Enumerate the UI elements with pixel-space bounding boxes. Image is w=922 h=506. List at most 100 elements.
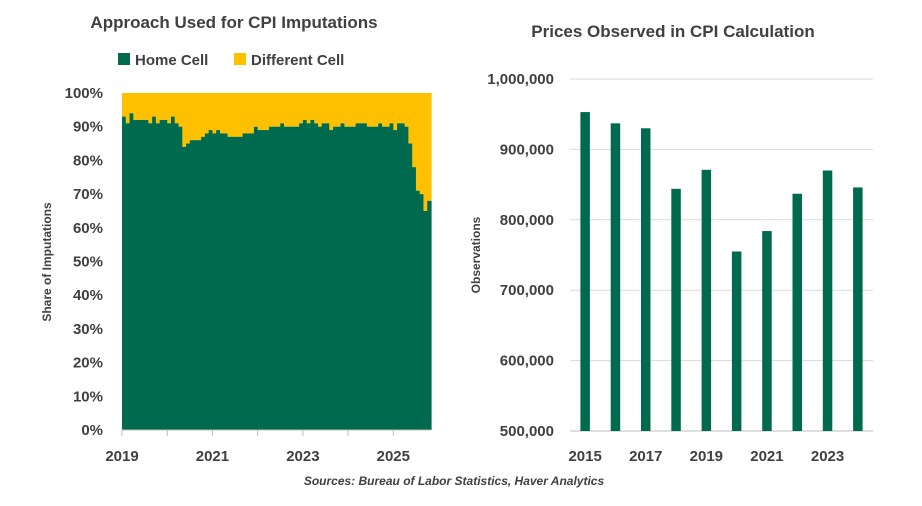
home-cell-segment <box>340 123 345 430</box>
home-cell-segment <box>265 130 270 430</box>
different-cell-segment <box>178 93 183 127</box>
home-cell-segment <box>276 126 281 430</box>
home-cell-segment <box>363 123 368 430</box>
home-cell-segment <box>408 143 413 431</box>
right-y-ticks: 500,000 600,000 700,000 800,000 900,000 1,000… <box>487 71 554 440</box>
left-chart: Approach Used for CPI Imputations Home C… <box>40 13 432 465</box>
left-y-tick-label: 40% <box>73 287 103 304</box>
different-cell-segment <box>276 93 281 127</box>
right-x-tick-label: 2017 <box>629 448 662 465</box>
home-cell-segment <box>201 136 206 430</box>
left-y-tick-label: 10% <box>73 388 103 405</box>
different-cell-segment <box>167 93 172 124</box>
different-cell-segment <box>155 93 161 124</box>
home-cell-segment <box>427 200 432 430</box>
different-cell-segment <box>238 93 244 137</box>
different-cell-segment <box>325 93 330 124</box>
right-x-ticks: 2015 2017 2019 2021 2023 <box>568 448 844 465</box>
right-y-tick-label: 1,000,000 <box>487 71 554 88</box>
different-cell-segment <box>419 93 425 195</box>
different-cell-segment <box>174 93 180 124</box>
home-cell-segment <box>317 126 323 430</box>
home-cell-segment <box>122 116 127 430</box>
left-x-tick-label: 2023 <box>286 448 319 465</box>
home-cell-segment <box>295 126 300 430</box>
right-y-tick-label: 800,000 <box>500 212 554 229</box>
different-cell-segment <box>370 93 376 127</box>
home-cell-segment <box>144 119 149 431</box>
left-y-tick-label: 70% <box>73 186 103 203</box>
home-cell-segment <box>389 123 394 430</box>
home-cell-segment <box>216 130 221 430</box>
different-cell-segment <box>299 93 304 124</box>
different-cell-segment <box>268 93 274 127</box>
home-cell-segment <box>284 126 289 430</box>
different-cell-segment <box>140 93 146 120</box>
different-cell-segment <box>366 93 372 127</box>
home-cell-segment <box>291 126 296 430</box>
different-cell-segment <box>204 93 210 134</box>
right-x-tick-label: 2015 <box>568 448 601 465</box>
different-cell-segment <box>227 93 232 137</box>
home-cell-segment <box>333 126 338 430</box>
home-cell-segment <box>212 133 217 430</box>
different-cell-segment <box>125 93 131 124</box>
left-y-tick-label: 90% <box>73 119 103 136</box>
home-cell-segment <box>227 136 232 430</box>
right-x-tick-label: 2021 <box>750 448 783 465</box>
home-cell-segment <box>321 123 327 430</box>
different-cell-segment <box>302 93 308 120</box>
home-cell-segment <box>155 123 161 430</box>
home-cell-segment <box>385 126 391 430</box>
home-cell-segment <box>329 130 334 430</box>
legend-label-different: Different Cell <box>251 52 344 69</box>
different-cell-segment <box>408 93 413 144</box>
home-cell-segment <box>404 126 409 430</box>
different-cell-segment <box>182 93 187 147</box>
different-cell-segment <box>212 93 217 134</box>
left-y-tick-label: 50% <box>73 254 103 271</box>
different-cell-segment <box>159 93 165 120</box>
different-cell-segment <box>216 93 221 131</box>
home-cell-segment <box>163 119 168 431</box>
home-cell-segment <box>287 126 293 430</box>
home-cell-segment <box>159 119 165 431</box>
home-cell-segment <box>250 133 255 430</box>
different-cell-segment <box>223 93 229 134</box>
different-cell-segment <box>280 93 285 124</box>
different-cell-segment <box>284 93 289 127</box>
right-y-tick-label: 500,000 <box>500 423 554 440</box>
home-cell-segment <box>208 130 214 430</box>
different-cell-segment <box>306 93 312 124</box>
left-x-tick-label: 2021 <box>196 448 229 465</box>
left-y-ticks: 0% 10% 20% 30% 40% 50% 60% 70% 80% 90% 100% <box>65 85 103 439</box>
different-cell-segment <box>310 93 315 120</box>
home-cell-segment <box>268 126 274 430</box>
different-cell-segment <box>246 93 251 134</box>
right-x-tick-label: 2019 <box>690 448 723 465</box>
home-cell-segment <box>400 123 406 430</box>
different-cell-segment <box>415 93 421 191</box>
home-cell-segment <box>310 119 315 431</box>
different-cell-segment <box>129 93 134 114</box>
home-cell-segment <box>366 126 372 430</box>
home-cell-segment <box>238 136 244 430</box>
home-cell-segment <box>325 123 330 430</box>
home-cell-segment <box>231 136 236 430</box>
left-legend: Home Cell Different Cell <box>118 52 344 69</box>
different-cell-segment <box>404 93 409 127</box>
different-cell-segment <box>393 93 398 131</box>
home-cell-segment <box>415 190 421 430</box>
different-cell-segment <box>329 93 334 131</box>
different-cell-segment <box>336 93 342 127</box>
different-cell-segment <box>235 93 240 137</box>
home-cell-segment <box>374 126 379 430</box>
home-cell-segment <box>174 123 180 430</box>
home-cell-segment <box>382 126 387 430</box>
home-cell-segment <box>348 126 353 430</box>
different-cell-segment <box>208 93 214 131</box>
home-cell-segment <box>204 133 210 430</box>
home-cell-segment <box>242 133 247 430</box>
legend-swatch-different <box>234 53 246 65</box>
